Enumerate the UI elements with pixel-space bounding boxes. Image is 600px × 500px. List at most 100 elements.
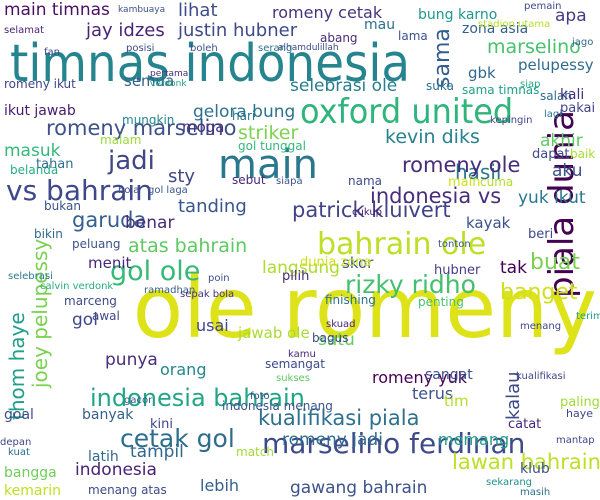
word: kepingin <box>490 115 533 126</box>
word: siap <box>520 79 541 90</box>
word: catat <box>508 417 542 432</box>
word: dunia zona <box>300 255 372 270</box>
word: jawab ole <box>238 324 310 342</box>
word: ole romeny <box>132 259 597 357</box>
word: apa <box>555 6 587 26</box>
word: suka <box>426 79 454 93</box>
word: jadi <box>108 146 155 176</box>
word: salah <box>540 89 572 103</box>
word: yuk ikut <box>518 188 586 208</box>
word: memang <box>438 430 510 449</box>
word: akhir <box>540 131 583 151</box>
word: indonesia <box>75 460 157 480</box>
word: main <box>218 142 318 188</box>
word: menang <box>520 321 562 332</box>
word: timnas indonesia <box>10 34 411 94</box>
word: selamat <box>4 25 45 36</box>
word: semua <box>124 72 175 90</box>
word: semangat <box>265 357 325 371</box>
word: penting <box>418 295 464 309</box>
word: terus <box>412 384 454 403</box>
word: sangat <box>425 367 473 383</box>
word: tahan <box>36 157 74 172</box>
word: beri <box>528 227 554 242</box>
word: abang <box>320 31 358 45</box>
word: orang <box>160 360 207 379</box>
word: haye <box>566 407 593 420</box>
word: mau <box>364 17 396 33</box>
word: cetak gol <box>120 424 235 453</box>
word: indonesia bahrain <box>90 384 305 412</box>
word: buat <box>530 250 581 275</box>
word: klub <box>520 461 550 477</box>
word: boleh <box>190 43 218 54</box>
word: bagus <box>312 331 349 345</box>
word: selebrasi <box>8 271 53 282</box>
word: marselino <box>487 36 581 58</box>
word: latih <box>88 449 119 465</box>
word: awal <box>92 309 120 323</box>
word: kamu <box>288 349 316 360</box>
word: sama timnas <box>462 83 540 97</box>
word: menit <box>88 254 132 272</box>
word: tim <box>444 392 469 410</box>
word: marselino ferdinan <box>262 427 526 460</box>
word: gol laga <box>148 185 188 196</box>
word: banyak <box>82 407 134 423</box>
word: masuk <box>4 141 61 161</box>
word: kali <box>560 87 585 103</box>
word: garuda <box>72 208 147 232</box>
word: justin hubner <box>178 20 298 41</box>
word: siapa <box>276 176 303 187</box>
word: dapat <box>532 147 570 162</box>
word: verdonk <box>150 79 187 89</box>
word: pakai <box>560 101 596 116</box>
word: bangga <box>4 465 57 481</box>
word: hasil <box>455 160 502 184</box>
word: peluang <box>72 237 121 251</box>
word: oxford united <box>300 92 514 132</box>
word: depan <box>0 437 32 448</box>
word: sepak bola <box>180 289 235 300</box>
word: malam <box>100 133 142 147</box>
word: marceng <box>64 294 117 308</box>
word: posisi <box>126 43 155 54</box>
word: tanding <box>178 196 247 217</box>
word: indonesia menang <box>222 399 333 413</box>
word: foto <box>250 391 270 402</box>
word: kini <box>150 417 173 432</box>
word: lama <box>398 29 428 43</box>
word: indonesia vs <box>370 184 502 208</box>
word: belanda <box>10 163 59 177</box>
word: sebut <box>232 173 266 187</box>
word: kemarin <box>4 483 61 499</box>
word: romeny yuk <box>372 368 468 387</box>
word: serang <box>258 43 293 54</box>
word: tak <box>500 258 527 278</box>
word: skuad <box>326 319 356 330</box>
word: aku <box>552 161 583 181</box>
word: kevin diks <box>385 126 480 148</box>
word: bahrain ole <box>317 227 487 262</box>
word: pilih <box>282 269 310 284</box>
word: romeny ole <box>402 153 521 177</box>
word: banget <box>500 280 578 305</box>
word: patrick kluivert <box>292 198 451 222</box>
word: sukses <box>276 373 310 384</box>
word: gol <box>72 310 98 330</box>
word: satu <box>318 330 355 350</box>
word: punya <box>105 350 158 370</box>
word: menang atas <box>88 483 167 497</box>
word: calvin verdonk <box>40 281 114 292</box>
word: usai <box>196 316 229 335</box>
word: gol ole <box>110 256 201 287</box>
word: main <box>448 175 481 190</box>
word: tonton <box>438 239 471 250</box>
word: main timnas <box>4 0 110 20</box>
word: bola <box>118 185 140 196</box>
word: baik <box>570 147 596 161</box>
word: romeny ikut <box>4 77 76 91</box>
word: pertama <box>150 69 189 79</box>
word: gawang bahrain <box>290 478 428 498</box>
word: lagi <box>544 109 563 120</box>
